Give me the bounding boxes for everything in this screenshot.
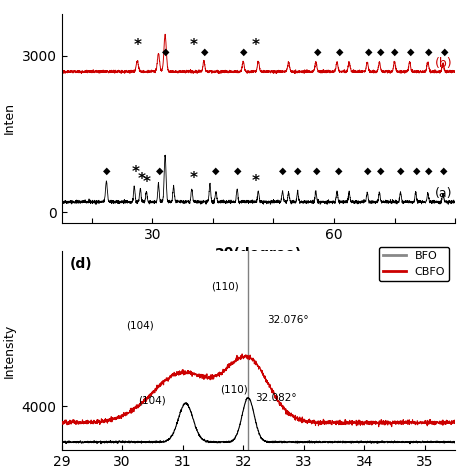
Text: ◆: ◆ [335,166,343,176]
Text: ◆: ◆ [162,47,170,57]
Text: ◆: ◆ [412,166,420,176]
Text: *: * [190,38,198,54]
Text: *: * [251,174,259,190]
Text: ◆: ◆ [201,47,208,57]
Text: *: * [131,165,139,180]
Text: ◆: ◆ [212,166,220,176]
Text: 32.082°: 32.082° [255,392,297,402]
Text: ◆: ◆ [294,166,301,176]
Text: (110): (110) [211,282,239,292]
Text: (b): (b) [434,57,452,70]
Text: *: * [143,175,151,191]
Text: ◆: ◆ [425,47,433,57]
Text: ◆: ◆ [377,47,385,57]
Text: ◆: ◆ [156,166,164,176]
Text: *: * [133,38,141,54]
Text: ◆: ◆ [377,166,384,176]
Text: *: * [190,171,198,186]
Text: ◆: ◆ [392,47,399,57]
Legend: BFO, CBFO: BFO, CBFO [379,247,449,281]
Text: ◆: ◆ [441,47,448,57]
Text: ◆: ◆ [425,166,432,176]
Text: ◆: ◆ [313,166,321,176]
Text: ◆: ◆ [240,47,247,57]
Text: ◆: ◆ [103,166,111,176]
Text: ◆: ◆ [364,166,372,176]
Text: (104): (104) [138,395,166,405]
Text: (a): (a) [435,187,452,201]
Y-axis label: Intensity: Intensity [3,324,16,378]
Y-axis label: Inten: Inten [3,102,16,135]
Text: *: * [138,173,146,187]
Text: ◆: ◆ [279,166,286,176]
Text: ◆: ◆ [234,166,241,176]
Text: ◆: ◆ [397,166,405,176]
Text: (104): (104) [127,320,154,331]
Text: *: * [251,38,259,54]
Text: ◆: ◆ [314,47,321,57]
Text: (d): (d) [70,257,92,271]
Text: 32.076°: 32.076° [267,315,309,325]
X-axis label: 2θ(degree): 2θ(degree) [215,247,302,261]
Text: (110): (110) [220,384,248,394]
Text: ◆: ◆ [336,47,343,57]
Text: ◆: ◆ [365,47,372,57]
Text: ◆: ◆ [407,47,415,57]
Text: ◆: ◆ [440,166,448,176]
